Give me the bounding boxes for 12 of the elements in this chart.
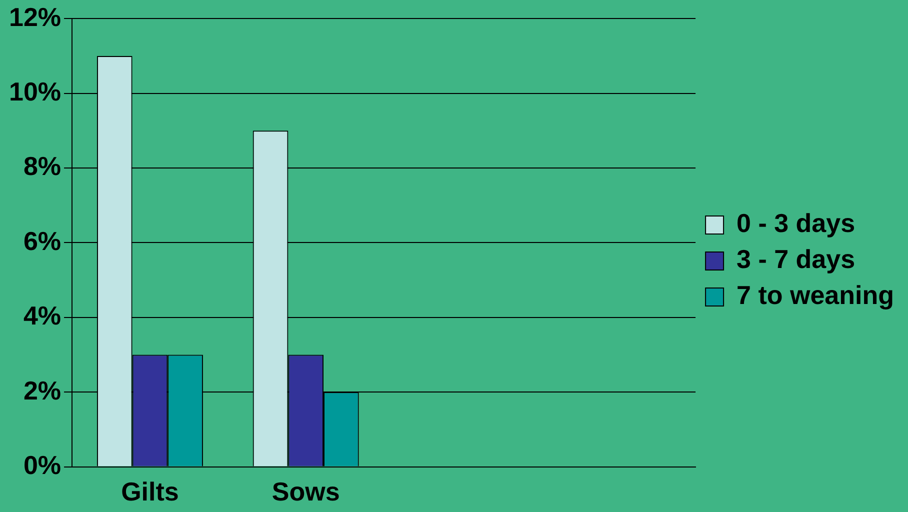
y-tick-label: 4% — [23, 300, 62, 331]
legend-label: 3 - 7 days — [736, 244, 856, 274]
legend-label: 7 to weaning — [736, 280, 894, 310]
y-tick-label: 0% — [23, 450, 62, 480]
legend-label: 0 - 3 days — [736, 208, 856, 238]
x-tick-label: Gilts — [121, 476, 179, 507]
y-tick-label: 10% — [8, 76, 62, 106]
y-tick-label: 2% — [23, 375, 62, 406]
y-tick-label: 6% — [23, 226, 62, 256]
x-tick-label: Sows — [272, 476, 340, 507]
y-tick-label: 12% — [8, 2, 62, 32]
y-tick-label: 8% — [23, 151, 62, 182]
